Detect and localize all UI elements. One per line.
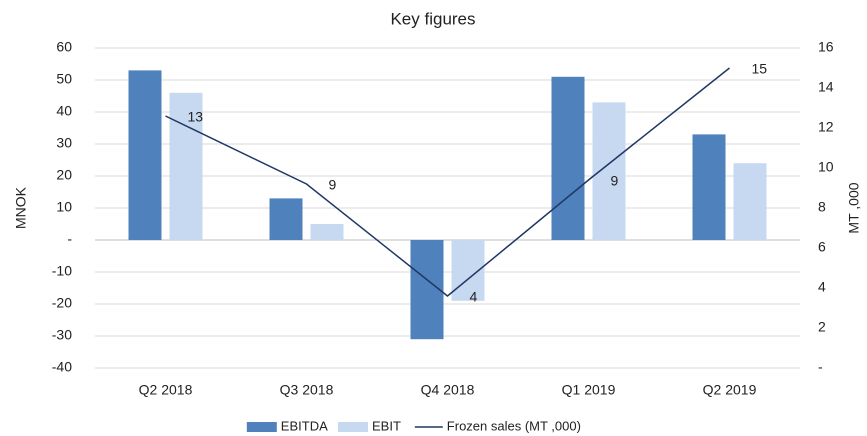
bar xyxy=(551,76,585,240)
legend-label: Frozen sales (MT ,000) xyxy=(447,418,581,433)
bar xyxy=(269,198,303,240)
y-tick-label: 30 xyxy=(56,135,72,151)
data-label: 13 xyxy=(188,109,204,125)
y2-tick-label: 4 xyxy=(818,279,826,295)
data-label: 9 xyxy=(611,173,619,189)
x-tick-label: Q2 2018 xyxy=(139,382,193,398)
y2-tick-label: 14 xyxy=(818,79,834,95)
bar xyxy=(692,134,726,240)
y2-tick-label: - xyxy=(818,359,823,375)
y-tick-label: 20 xyxy=(56,167,72,183)
y-tick-label: 40 xyxy=(56,103,72,119)
y-tick-label: -10 xyxy=(52,263,72,279)
x-tick-label: Q3 2018 xyxy=(280,382,334,398)
y-tick-label: 10 xyxy=(56,199,72,215)
y2-tick-label: 2 xyxy=(818,319,826,335)
y-tick-label: -30 xyxy=(52,327,72,343)
bar xyxy=(410,240,444,340)
bar xyxy=(733,163,767,240)
y2-tick-label: 6 xyxy=(818,239,826,255)
data-label: 9 xyxy=(329,177,337,193)
line xyxy=(165,67,730,297)
y-tick-label: - xyxy=(67,231,72,247)
y2-tick-label: 16 xyxy=(818,39,834,55)
y-tick-label: -40 xyxy=(52,359,72,375)
data-label: 4 xyxy=(470,289,478,305)
legend-label: EBITDA xyxy=(281,418,328,433)
x-tick-label: Q2 2019 xyxy=(703,382,757,398)
legend-label: EBIT xyxy=(372,418,401,433)
data-label: 15 xyxy=(752,61,768,77)
legend-swatch xyxy=(246,422,277,432)
legend-swatch xyxy=(338,422,368,432)
y2-tick-label: 10 xyxy=(818,159,834,175)
y-tick-label: 50 xyxy=(56,71,72,87)
bar xyxy=(310,224,344,240)
bar xyxy=(128,70,162,241)
bar xyxy=(169,92,203,240)
y-axis-label: MNOK xyxy=(13,186,29,229)
x-tick-label: Q1 2019 xyxy=(562,382,616,398)
x-tick-label: Q4 2018 xyxy=(421,382,475,398)
chart-title: Key figures xyxy=(390,9,475,28)
y2-tick-label: 8 xyxy=(818,199,826,215)
y-tick-label: 60 xyxy=(56,39,72,55)
y-tick-label: -20 xyxy=(52,295,72,311)
y2-tick-label: 12 xyxy=(818,119,834,135)
y2-axis-label: MT ,000 xyxy=(846,182,862,233)
bar xyxy=(592,102,626,241)
